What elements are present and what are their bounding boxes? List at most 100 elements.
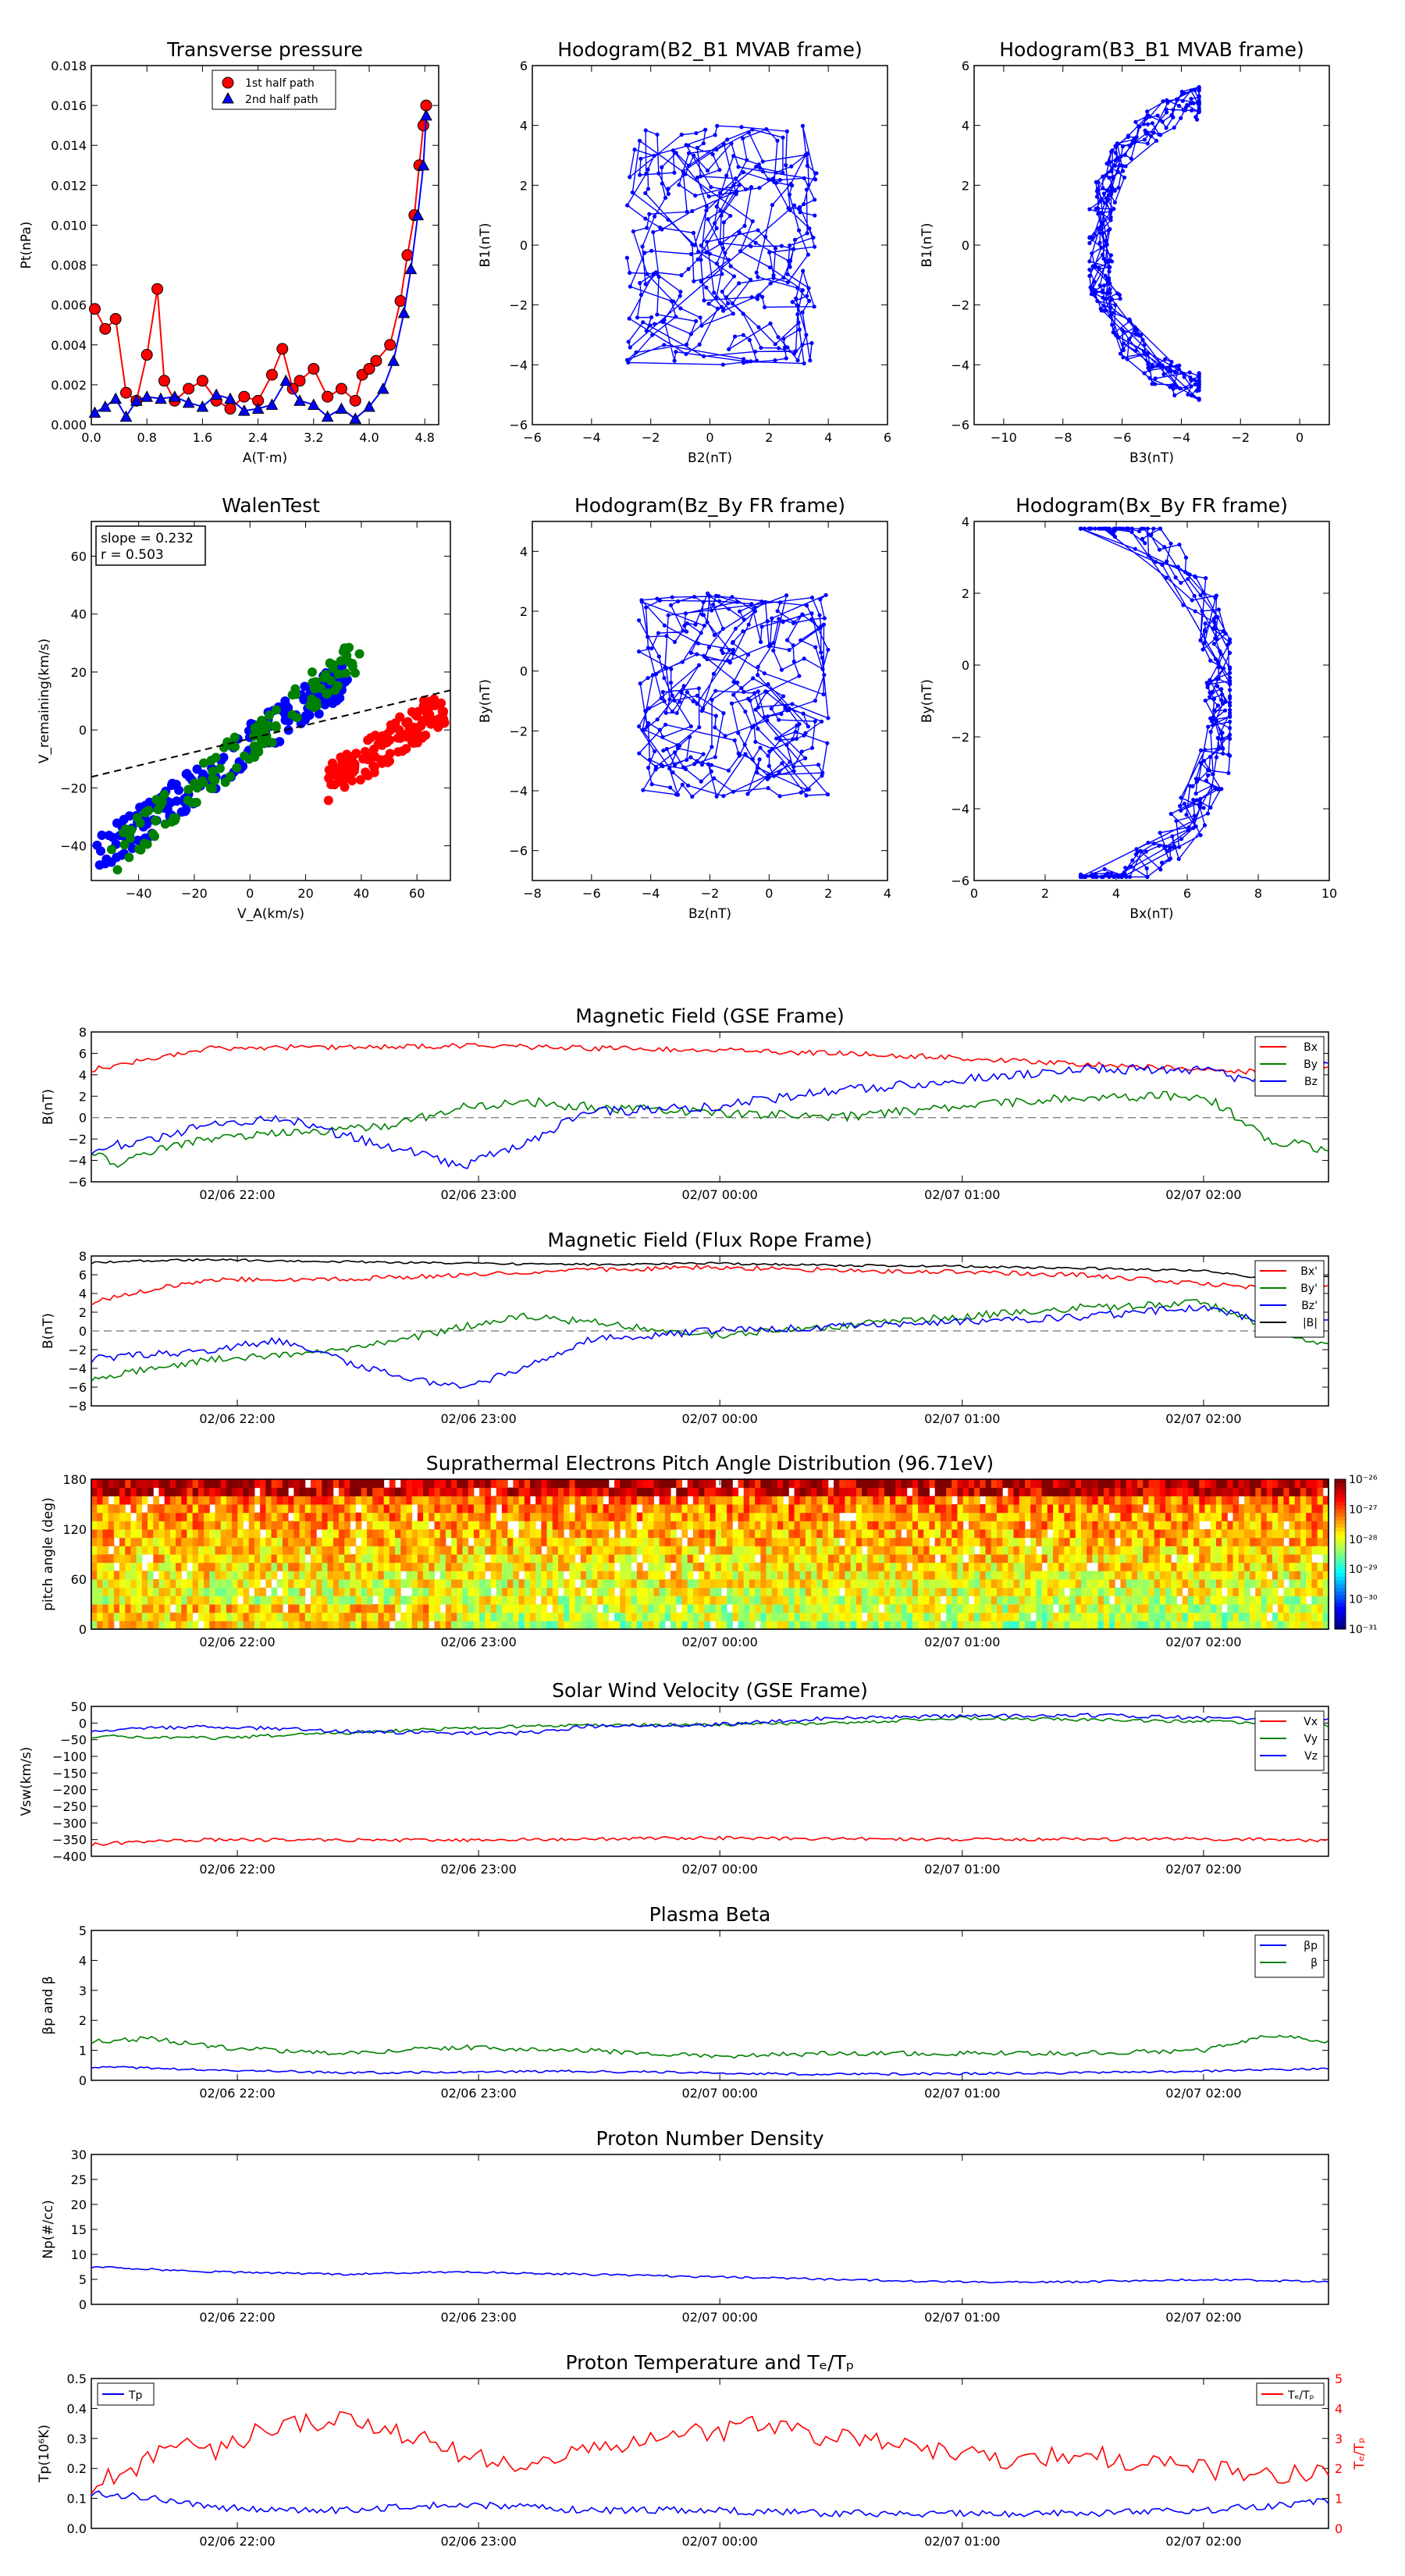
pad-cell bbox=[895, 1579, 902, 1589]
hodo-b3-b1-point bbox=[1182, 91, 1186, 96]
walen-test-point bbox=[320, 699, 330, 710]
pad-cell bbox=[209, 1587, 215, 1596]
pad-cell bbox=[361, 1529, 368, 1539]
pad-cell bbox=[884, 1521, 891, 1530]
pad-cell bbox=[766, 1596, 773, 1605]
pad-cell bbox=[631, 1621, 638, 1630]
pad-cell bbox=[97, 1562, 103, 1571]
hodo-bx-by-point bbox=[1204, 681, 1209, 685]
pad-cell bbox=[344, 1479, 350, 1489]
pad-cell bbox=[141, 1496, 148, 1505]
hodo-bz-by-point bbox=[695, 641, 701, 646]
pad-cell bbox=[473, 1621, 480, 1630]
pad-cell bbox=[827, 1621, 834, 1630]
pad-cell bbox=[720, 1529, 727, 1539]
pad-cell bbox=[445, 1496, 452, 1505]
pad-cell bbox=[946, 1521, 952, 1530]
pad-cell bbox=[699, 1587, 705, 1596]
pad-cell bbox=[794, 1529, 801, 1539]
pad-cell bbox=[535, 1579, 542, 1589]
walen-test-point bbox=[215, 763, 225, 774]
pad-cell bbox=[513, 1487, 520, 1496]
hodo-bz-by-point bbox=[676, 599, 681, 603]
pad-cell bbox=[445, 1579, 452, 1589]
pad-cell bbox=[592, 1579, 598, 1589]
pad-cell bbox=[608, 1587, 615, 1596]
pad-cell bbox=[805, 1579, 812, 1589]
pad-cell bbox=[304, 1512, 311, 1521]
pad-cell bbox=[890, 1621, 896, 1630]
hodo-bx-by-point bbox=[1207, 768, 1211, 773]
pad-cell bbox=[215, 1479, 222, 1489]
pad-cell bbox=[271, 1529, 278, 1539]
pad-cell bbox=[715, 1612, 722, 1621]
pad-cell bbox=[529, 1537, 536, 1546]
pad-cell bbox=[710, 1562, 717, 1571]
hodo-b3-b1-point bbox=[1102, 201, 1108, 205]
walen-test-xtick-label: 60 bbox=[409, 886, 425, 901]
pad-cell bbox=[546, 1596, 553, 1605]
hodo-b2-b1-point bbox=[720, 272, 724, 276]
hodo-b2-b1-point bbox=[753, 240, 758, 245]
pad-cell bbox=[243, 1554, 250, 1564]
walen-test-point bbox=[148, 829, 158, 839]
hodo-b2-b1-point bbox=[627, 316, 631, 321]
transverse-pressure-point-1st bbox=[120, 386, 132, 399]
pad-cell bbox=[867, 1604, 873, 1614]
pad-cell bbox=[687, 1512, 694, 1521]
pad-cell bbox=[974, 1612, 980, 1621]
pad-cell bbox=[316, 1554, 322, 1564]
pad-cell bbox=[811, 1562, 817, 1571]
pad-cell bbox=[574, 1546, 582, 1555]
hodo-b2-b1-point bbox=[776, 335, 781, 340]
pad-cell bbox=[192, 1554, 199, 1564]
pad-cell bbox=[389, 1554, 396, 1564]
pad-cell bbox=[822, 1604, 829, 1614]
pad-cell bbox=[845, 1579, 852, 1589]
hodo-bx-by-point bbox=[1204, 778, 1209, 783]
pad-cell bbox=[97, 1496, 103, 1505]
mag-fr-ytick-label: 4 bbox=[79, 1286, 87, 1301]
pad-cell bbox=[439, 1512, 446, 1521]
pad-cell bbox=[738, 1504, 745, 1514]
pad-cell bbox=[659, 1504, 666, 1514]
walen-test-point bbox=[330, 685, 340, 696]
np-ytick-label: 25 bbox=[71, 2172, 87, 2187]
pad-cell bbox=[620, 1612, 626, 1621]
pad-cell bbox=[608, 1571, 615, 1580]
pad-cell bbox=[710, 1571, 717, 1580]
vsw-ytick-label: −400 bbox=[52, 1849, 87, 1864]
hodo-bz-by-point bbox=[819, 624, 823, 628]
pad-cell bbox=[485, 1521, 492, 1530]
pad-cell bbox=[738, 1554, 745, 1564]
pad-cell bbox=[727, 1587, 733, 1596]
pad-cell bbox=[822, 1612, 829, 1621]
hodo-b2-b1-point bbox=[695, 175, 699, 180]
pad-cell bbox=[557, 1487, 564, 1496]
pad-cell bbox=[148, 1504, 154, 1514]
hodo-b2-b1-point bbox=[642, 251, 647, 255]
pad-cell bbox=[839, 1579, 845, 1589]
pad-cell bbox=[451, 1537, 457, 1546]
walen-test-point bbox=[171, 779, 181, 789]
pad-cell bbox=[648, 1604, 654, 1614]
pad-cell bbox=[339, 1521, 345, 1530]
pad-cell bbox=[276, 1487, 283, 1496]
pad-cell bbox=[923, 1479, 930, 1489]
mag-fr-ytick-label: 6 bbox=[79, 1268, 87, 1283]
pad-cell bbox=[108, 1571, 115, 1580]
pad-cell bbox=[805, 1504, 812, 1514]
walen-test-point bbox=[341, 668, 351, 678]
hodo-bz-by-point bbox=[669, 667, 674, 671]
pad-cell bbox=[968, 1537, 975, 1546]
pad-cell bbox=[423, 1604, 429, 1614]
hodo-bz-by-point bbox=[731, 651, 735, 656]
transverse-pressure-legend-entry: 1st half path bbox=[245, 77, 315, 90]
pad-cell bbox=[327, 1596, 334, 1605]
pad-cell bbox=[732, 1554, 739, 1564]
pad-cell bbox=[355, 1596, 362, 1605]
pad-cell bbox=[670, 1546, 677, 1555]
pad-cell bbox=[653, 1537, 660, 1546]
pad-cell bbox=[794, 1612, 801, 1621]
beta-ytick-label: 5 bbox=[79, 1923, 87, 1938]
